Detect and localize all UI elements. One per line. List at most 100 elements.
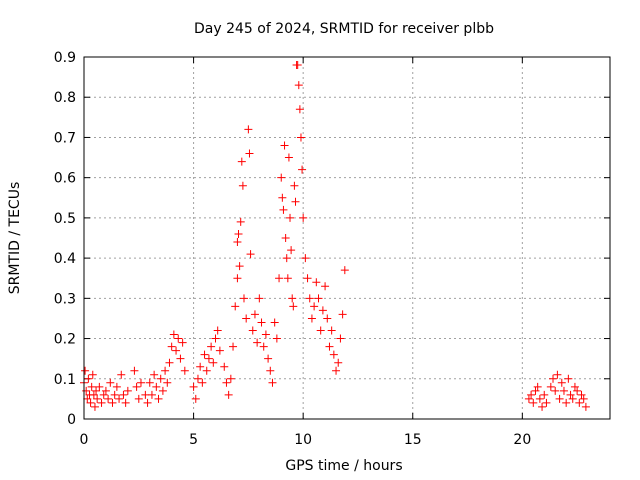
x-tick-label: 20 bbox=[513, 432, 531, 448]
y-tick-label: 0.6 bbox=[54, 171, 76, 187]
data-point bbox=[299, 213, 308, 222]
data-point bbox=[257, 318, 266, 327]
y-tick-label: 0.5 bbox=[54, 211, 76, 227]
data-point bbox=[564, 374, 573, 383]
data-point bbox=[99, 390, 108, 399]
data-point bbox=[130, 366, 139, 375]
y-tick-label: 0.1 bbox=[54, 372, 76, 388]
data-point bbox=[235, 262, 244, 271]
data-point bbox=[301, 254, 310, 263]
data-point bbox=[191, 394, 200, 403]
data-point bbox=[253, 338, 262, 347]
data-point bbox=[250, 310, 259, 319]
data-point bbox=[92, 386, 101, 395]
data-point bbox=[551, 386, 560, 395]
data-point bbox=[542, 398, 551, 407]
data-point bbox=[180, 366, 189, 375]
x-axis-ticks: 0 5 10 15 20 bbox=[80, 57, 531, 448]
plot-frame bbox=[83, 56, 611, 420]
data-point bbox=[174, 334, 183, 343]
data-point bbox=[310, 302, 319, 311]
data-point bbox=[295, 105, 304, 114]
data-point bbox=[143, 398, 152, 407]
data-point bbox=[86, 398, 95, 407]
data-point bbox=[101, 386, 110, 395]
data-point bbox=[312, 278, 321, 287]
data-point bbox=[97, 398, 106, 407]
data-point bbox=[296, 133, 305, 142]
data-point bbox=[303, 274, 312, 283]
data-point bbox=[546, 382, 555, 391]
data-point bbox=[562, 398, 571, 407]
data-point bbox=[152, 382, 161, 391]
data-point bbox=[215, 346, 224, 355]
data-point bbox=[202, 366, 211, 375]
data-point bbox=[115, 394, 124, 403]
data-point bbox=[540, 390, 549, 399]
data-point bbox=[527, 390, 536, 399]
data-point bbox=[568, 394, 577, 403]
chart-title: Day 245 of 2024, SRMTID for receiver plb… bbox=[194, 21, 494, 37]
data-point bbox=[272, 334, 281, 343]
data-point bbox=[244, 125, 253, 134]
data-point bbox=[226, 374, 235, 383]
data-point bbox=[538, 402, 547, 411]
data-point bbox=[117, 370, 126, 379]
data-point bbox=[524, 394, 533, 403]
data-point bbox=[242, 314, 251, 323]
data-point bbox=[268, 378, 277, 387]
data-point bbox=[533, 382, 542, 391]
data-point bbox=[282, 254, 291, 263]
data-point bbox=[88, 370, 97, 379]
data-point bbox=[334, 358, 343, 367]
data-point bbox=[158, 386, 167, 395]
data-point bbox=[288, 294, 297, 303]
data-point bbox=[89, 390, 98, 399]
x-tick-label: 15 bbox=[404, 432, 422, 448]
data-point bbox=[167, 342, 176, 351]
data-point bbox=[255, 294, 264, 303]
data-point bbox=[119, 390, 128, 399]
data-point bbox=[278, 193, 287, 202]
data-point bbox=[575, 398, 584, 407]
x-tick-label: 0 bbox=[80, 432, 89, 448]
data-point bbox=[566, 390, 575, 399]
data-point bbox=[557, 378, 566, 387]
data-point bbox=[279, 205, 288, 214]
data-point bbox=[261, 330, 270, 339]
data-points bbox=[80, 61, 590, 411]
data-point bbox=[90, 402, 99, 411]
data-point bbox=[196, 362, 205, 371]
data-point bbox=[104, 394, 113, 403]
data-point bbox=[95, 382, 104, 391]
data-point bbox=[200, 350, 209, 359]
data-point bbox=[291, 197, 300, 206]
data-point bbox=[121, 398, 130, 407]
data-point bbox=[555, 394, 564, 403]
data-point bbox=[277, 173, 286, 182]
data-point bbox=[161, 366, 170, 375]
data-point bbox=[329, 350, 338, 359]
data-point bbox=[307, 314, 316, 323]
y-tick-label: 0.3 bbox=[54, 291, 76, 307]
data-point bbox=[154, 394, 163, 403]
x-axis-label: GPS time / hours bbox=[285, 458, 402, 474]
data-point bbox=[176, 354, 185, 363]
data-point bbox=[239, 294, 248, 303]
data-point bbox=[553, 370, 562, 379]
y-tick-label: 0.8 bbox=[54, 90, 76, 106]
data-point bbox=[84, 374, 93, 383]
data-point bbox=[535, 394, 544, 403]
data-point bbox=[231, 302, 240, 311]
data-point bbox=[270, 318, 279, 327]
data-point bbox=[531, 386, 540, 395]
data-point bbox=[134, 394, 143, 403]
data-point bbox=[204, 354, 213, 363]
data-point bbox=[209, 358, 218, 367]
y-tick-label: 0.4 bbox=[54, 251, 76, 267]
data-point bbox=[264, 354, 273, 363]
data-point bbox=[93, 394, 102, 403]
data-point bbox=[220, 362, 229, 371]
data-point bbox=[340, 266, 349, 275]
data-point bbox=[87, 382, 96, 391]
